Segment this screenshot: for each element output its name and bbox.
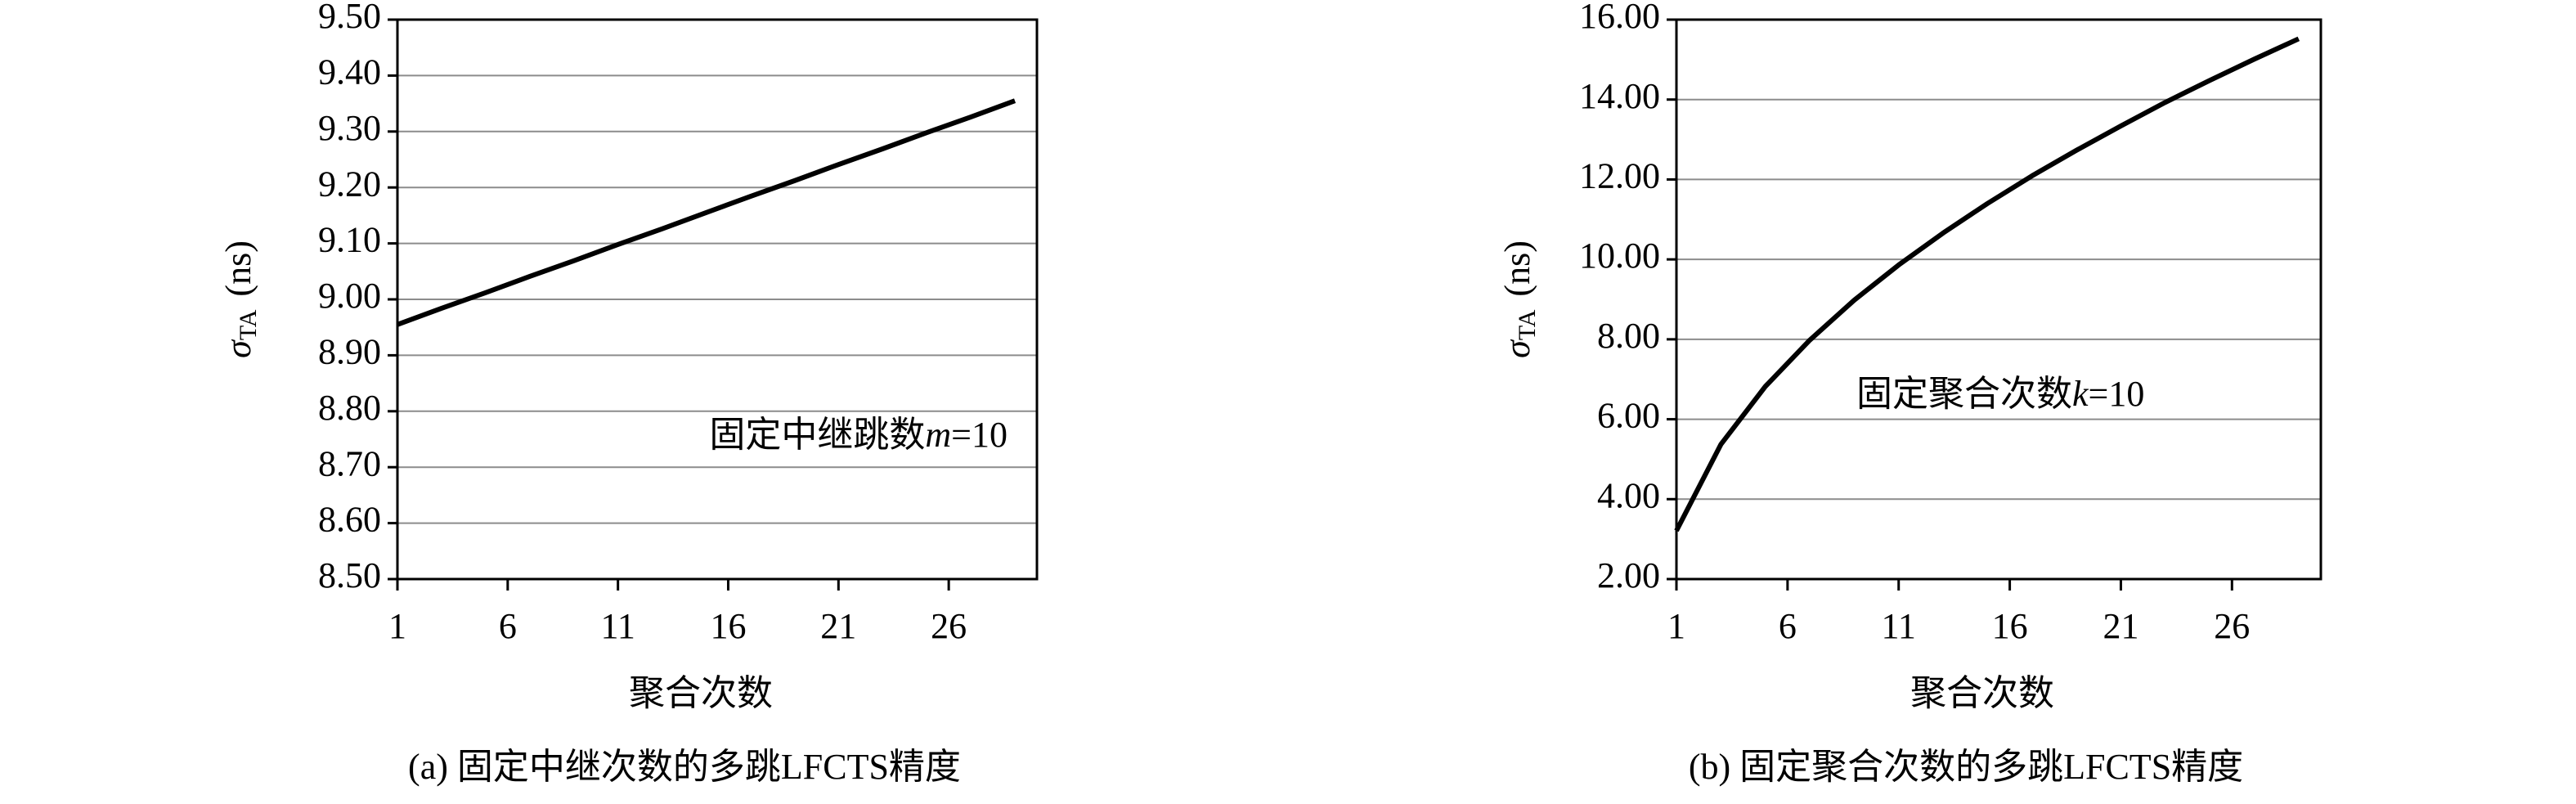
caption: (b) 固定聚合次数的多跳LFCTS精度 bbox=[1689, 747, 2243, 787]
y-axis-label: σTA (ns) bbox=[218, 240, 262, 358]
y-label-subscript: TA bbox=[235, 309, 262, 340]
y-label-unit: (ns) bbox=[218, 240, 258, 296]
y-tick-label: 9.30 bbox=[318, 108, 381, 148]
annotation: 固定聚合次数k=10 bbox=[1856, 374, 2144, 414]
y-tick-label: 8.00 bbox=[1597, 316, 1660, 356]
annotation-value: =10 bbox=[2089, 374, 2145, 414]
y-tick-label: 8.90 bbox=[318, 331, 381, 371]
y-label-unit: (ns) bbox=[1497, 240, 1537, 296]
annotation-text: 固定中继跳数 bbox=[709, 415, 925, 455]
x-axis-label: 聚合次数 bbox=[629, 673, 773, 713]
annotation-text: 固定聚合次数 bbox=[1856, 374, 2072, 414]
y-label-symbol: σ bbox=[1497, 339, 1537, 358]
x-axis-label: 聚合次数 bbox=[1910, 673, 2054, 713]
x-tick-label: 16 bbox=[1992, 606, 2028, 646]
y-tick-label: 9.00 bbox=[318, 276, 381, 316]
plot-frame bbox=[396, 18, 1039, 581]
y-axis-label: σTA (ns) bbox=[1497, 240, 1541, 358]
y-tick-label: 8.60 bbox=[318, 500, 381, 540]
y-tick-label: 14.00 bbox=[1579, 76, 1660, 116]
chart-panel: 8.50 8.60 8.70 8.80 8.90 9.00 9.10 9.20 9.30 9.40… bbox=[218, 0, 1039, 787]
y-tick-label: 8.70 bbox=[318, 443, 381, 483]
x-tick-label: 11 bbox=[600, 606, 635, 646]
x-tick-label: 1 bbox=[388, 606, 406, 646]
y-tick-label: 10.00 bbox=[1579, 236, 1660, 276]
y-tick-label: 12.00 bbox=[1579, 156, 1660, 196]
annotation-value: =10 bbox=[951, 415, 1008, 455]
y-tick-label: 8.50 bbox=[318, 555, 381, 595]
x-tick-label: 6 bbox=[499, 606, 517, 646]
y-tick-label: 9.50 bbox=[318, 0, 381, 36]
x-tick-label: 1 bbox=[1667, 606, 1685, 646]
x-tick-label: 21 bbox=[820, 606, 856, 646]
x-tick-label: 21 bbox=[2103, 606, 2138, 646]
annotation: 固定中继跳数m=10 bbox=[709, 415, 1008, 455]
x-tick-label: 16 bbox=[710, 606, 746, 646]
y-tick-label: 8.80 bbox=[318, 388, 381, 428]
y-tick-label: 6.00 bbox=[1597, 396, 1660, 436]
x-tick-label: 6 bbox=[1779, 606, 1797, 646]
y-label-subscript: TA bbox=[1514, 309, 1541, 340]
x-tick-label: 11 bbox=[1882, 606, 1916, 646]
annotation-variable: k bbox=[2072, 374, 2089, 414]
y-tick-label: 4.00 bbox=[1597, 475, 1660, 515]
y-tick-label: 2.00 bbox=[1597, 555, 1660, 595]
y-label-symbol: σ bbox=[218, 339, 258, 358]
annotation-variable: m bbox=[925, 415, 951, 455]
data-line bbox=[1674, 36, 2300, 532]
x-tick-label: 26 bbox=[2214, 606, 2250, 646]
y-tick-label: 9.20 bbox=[318, 164, 381, 204]
y-tick-label: 9.40 bbox=[318, 52, 381, 92]
caption: (a) 固定中继次数的多跳LFCTS精度 bbox=[408, 747, 961, 787]
y-tick-label: 16.00 bbox=[1579, 0, 1660, 36]
x-tick-label: 26 bbox=[931, 606, 967, 646]
y-tick-label: 9.10 bbox=[318, 220, 381, 260]
plot-frame bbox=[1675, 18, 2322, 581]
data-line bbox=[396, 98, 1016, 327]
